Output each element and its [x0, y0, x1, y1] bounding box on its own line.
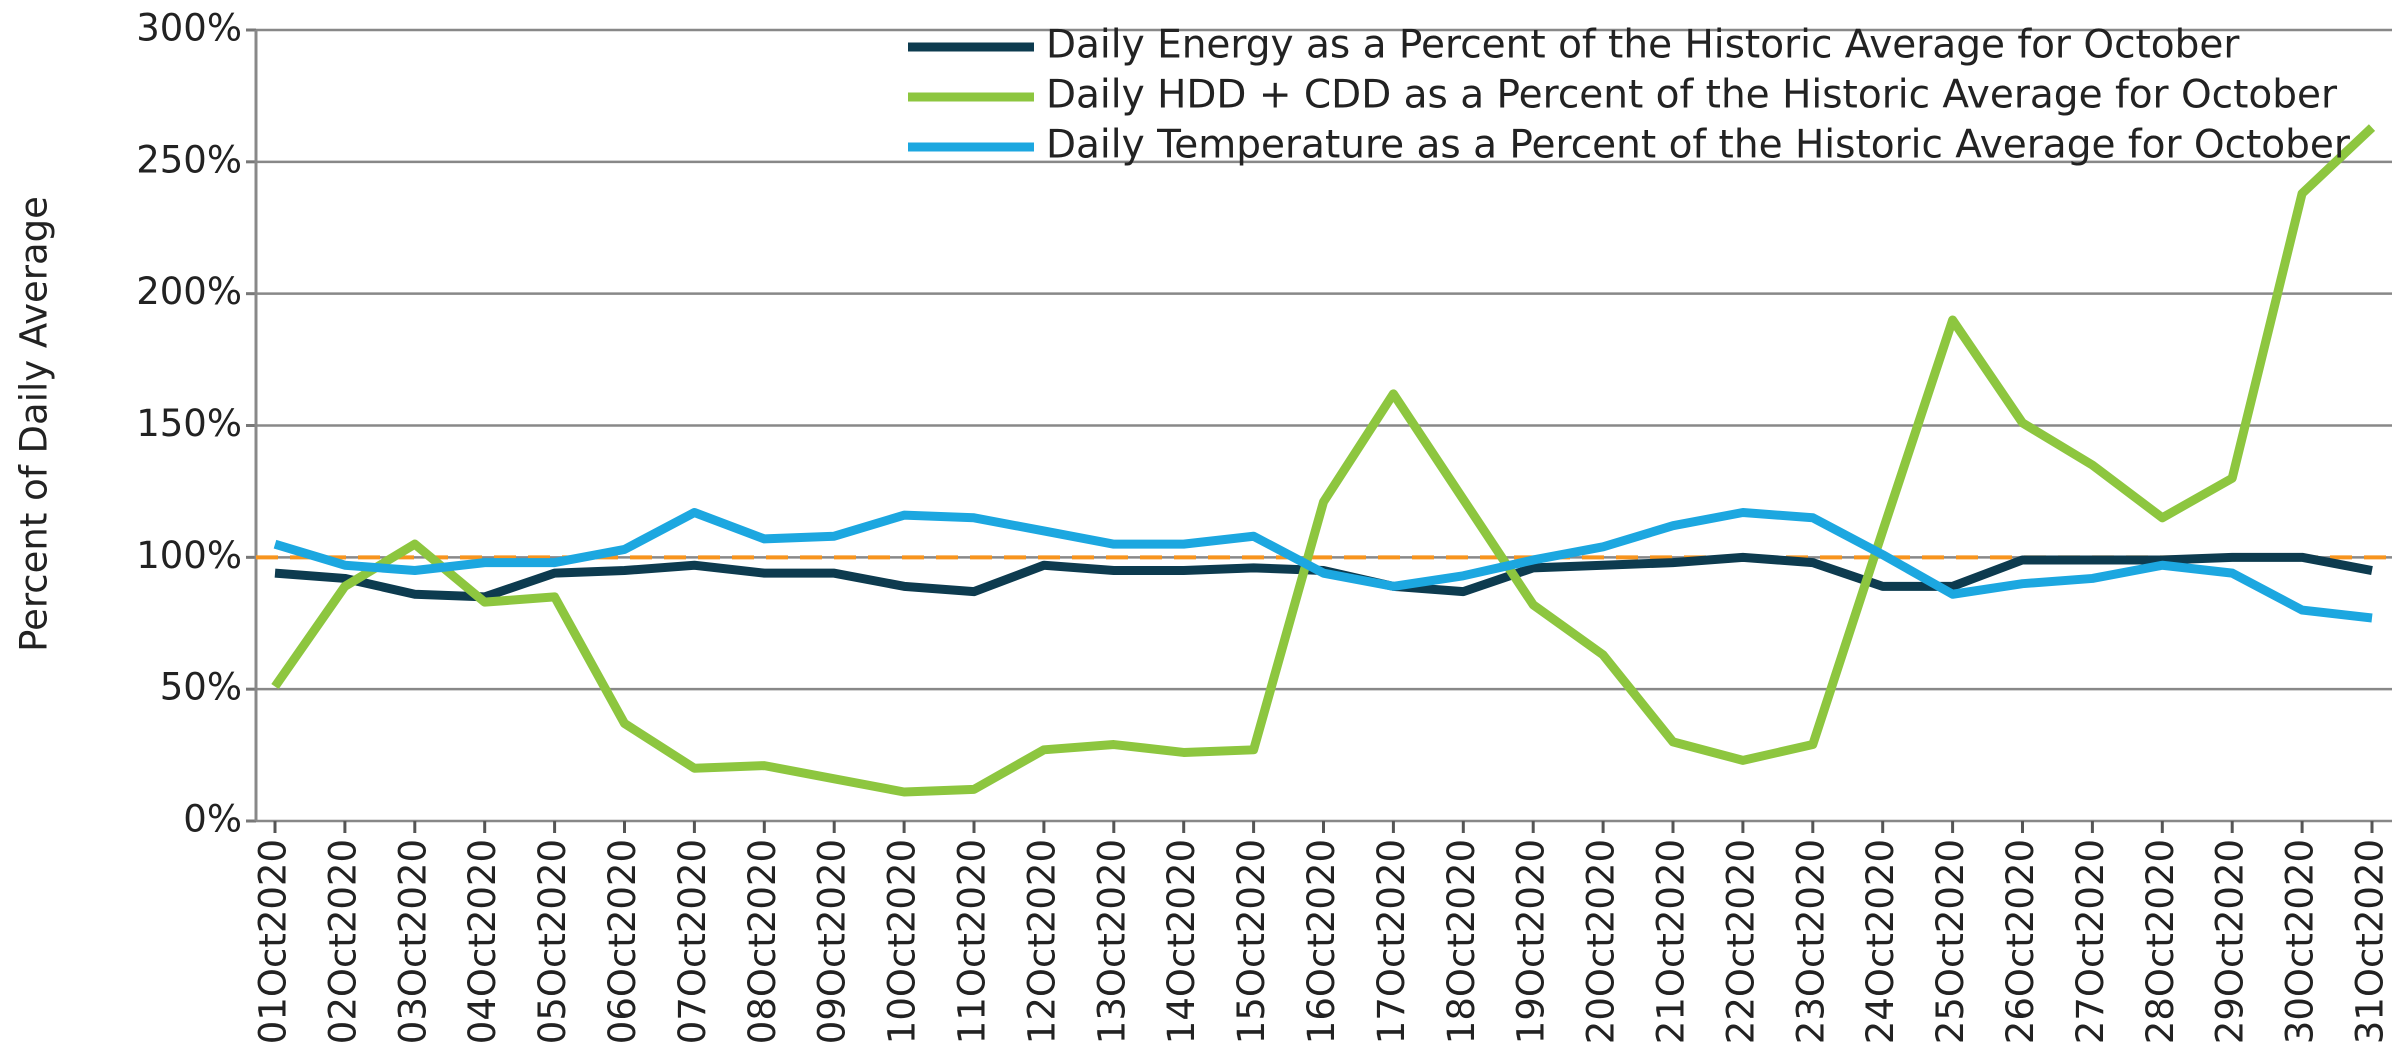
x-tick-label: 21Oct2020 — [1650, 839, 1693, 1042]
x-tick-label: 01Oct2020 — [252, 839, 295, 1042]
x-tick-label: 15Oct2020 — [1230, 839, 1273, 1042]
legend-label: Daily Temperature as a Percent of the Hi… — [1046, 123, 2351, 168]
x-tick-label: 18Oct2020 — [1440, 839, 1483, 1042]
line-series — [273, 508, 2373, 623]
x-tick-label: 08Oct2020 — [741, 839, 784, 1042]
y-tick-label: 0% — [183, 798, 242, 841]
y-tick-label: 200% — [136, 270, 242, 313]
y-tick-label: 50% — [160, 666, 242, 709]
x-tick-label: 10Oct2020 — [881, 839, 924, 1042]
x-tick-label: 31Oct2020 — [2349, 839, 2392, 1042]
x-tick-label: 05Oct2020 — [531, 839, 574, 1042]
legend-label: Daily HDD + CDD as a Percent of the Hist… — [1046, 73, 2338, 118]
y-tick-label: 100% — [136, 534, 242, 577]
x-tick-label: 20Oct2020 — [1580, 839, 1623, 1042]
line-series — [271, 124, 2376, 797]
x-tick-label: 04Oct2020 — [461, 839, 504, 1042]
x-tick-label: 26Oct2020 — [1999, 839, 2042, 1042]
x-tick-label: 24Oct2020 — [1859, 839, 1902, 1042]
x-tick-label: 02Oct2020 — [321, 839, 364, 1042]
x-tick-label: 12Oct2020 — [1020, 839, 1063, 1042]
y-tick-label: 300% — [136, 7, 242, 50]
x-tick-label: 11Oct2020 — [951, 839, 994, 1042]
x-tick-label: 27Oct2020 — [2069, 839, 2112, 1042]
x-tick-label: 25Oct2020 — [1929, 839, 1972, 1042]
y-tick-label: 150% — [136, 402, 242, 445]
x-tick-label: 16Oct2020 — [1300, 839, 1343, 1042]
x-tick-label: 03Oct2020 — [391, 839, 434, 1042]
x-tick-label: 09Oct2020 — [811, 839, 854, 1042]
x-tick-label: 22Oct2020 — [1719, 839, 1762, 1042]
x-tick-label: 13Oct2020 — [1090, 839, 1133, 1042]
x-tick-label: 07Oct2020 — [671, 839, 714, 1042]
x-tick-label: 29Oct2020 — [2209, 839, 2252, 1042]
x-tick-label: 19Oct2020 — [1510, 839, 1553, 1042]
x-tick-label: 28Oct2020 — [2139, 839, 2182, 1042]
legend-label: Daily Energy as a Percent of the Histori… — [1046, 23, 2240, 68]
x-tick-label: 06Oct2020 — [601, 839, 644, 1042]
x-tick-label: 17Oct2020 — [1370, 839, 1413, 1042]
x-tick-label: 30Oct2020 — [2279, 839, 2322, 1042]
y-tick-label: 250% — [136, 138, 242, 181]
x-tick-label: 23Oct2020 — [1789, 839, 1832, 1042]
x-tick-label: 14Oct2020 — [1160, 839, 1203, 1042]
y-axis-label: Percent of Daily Average — [13, 196, 56, 652]
